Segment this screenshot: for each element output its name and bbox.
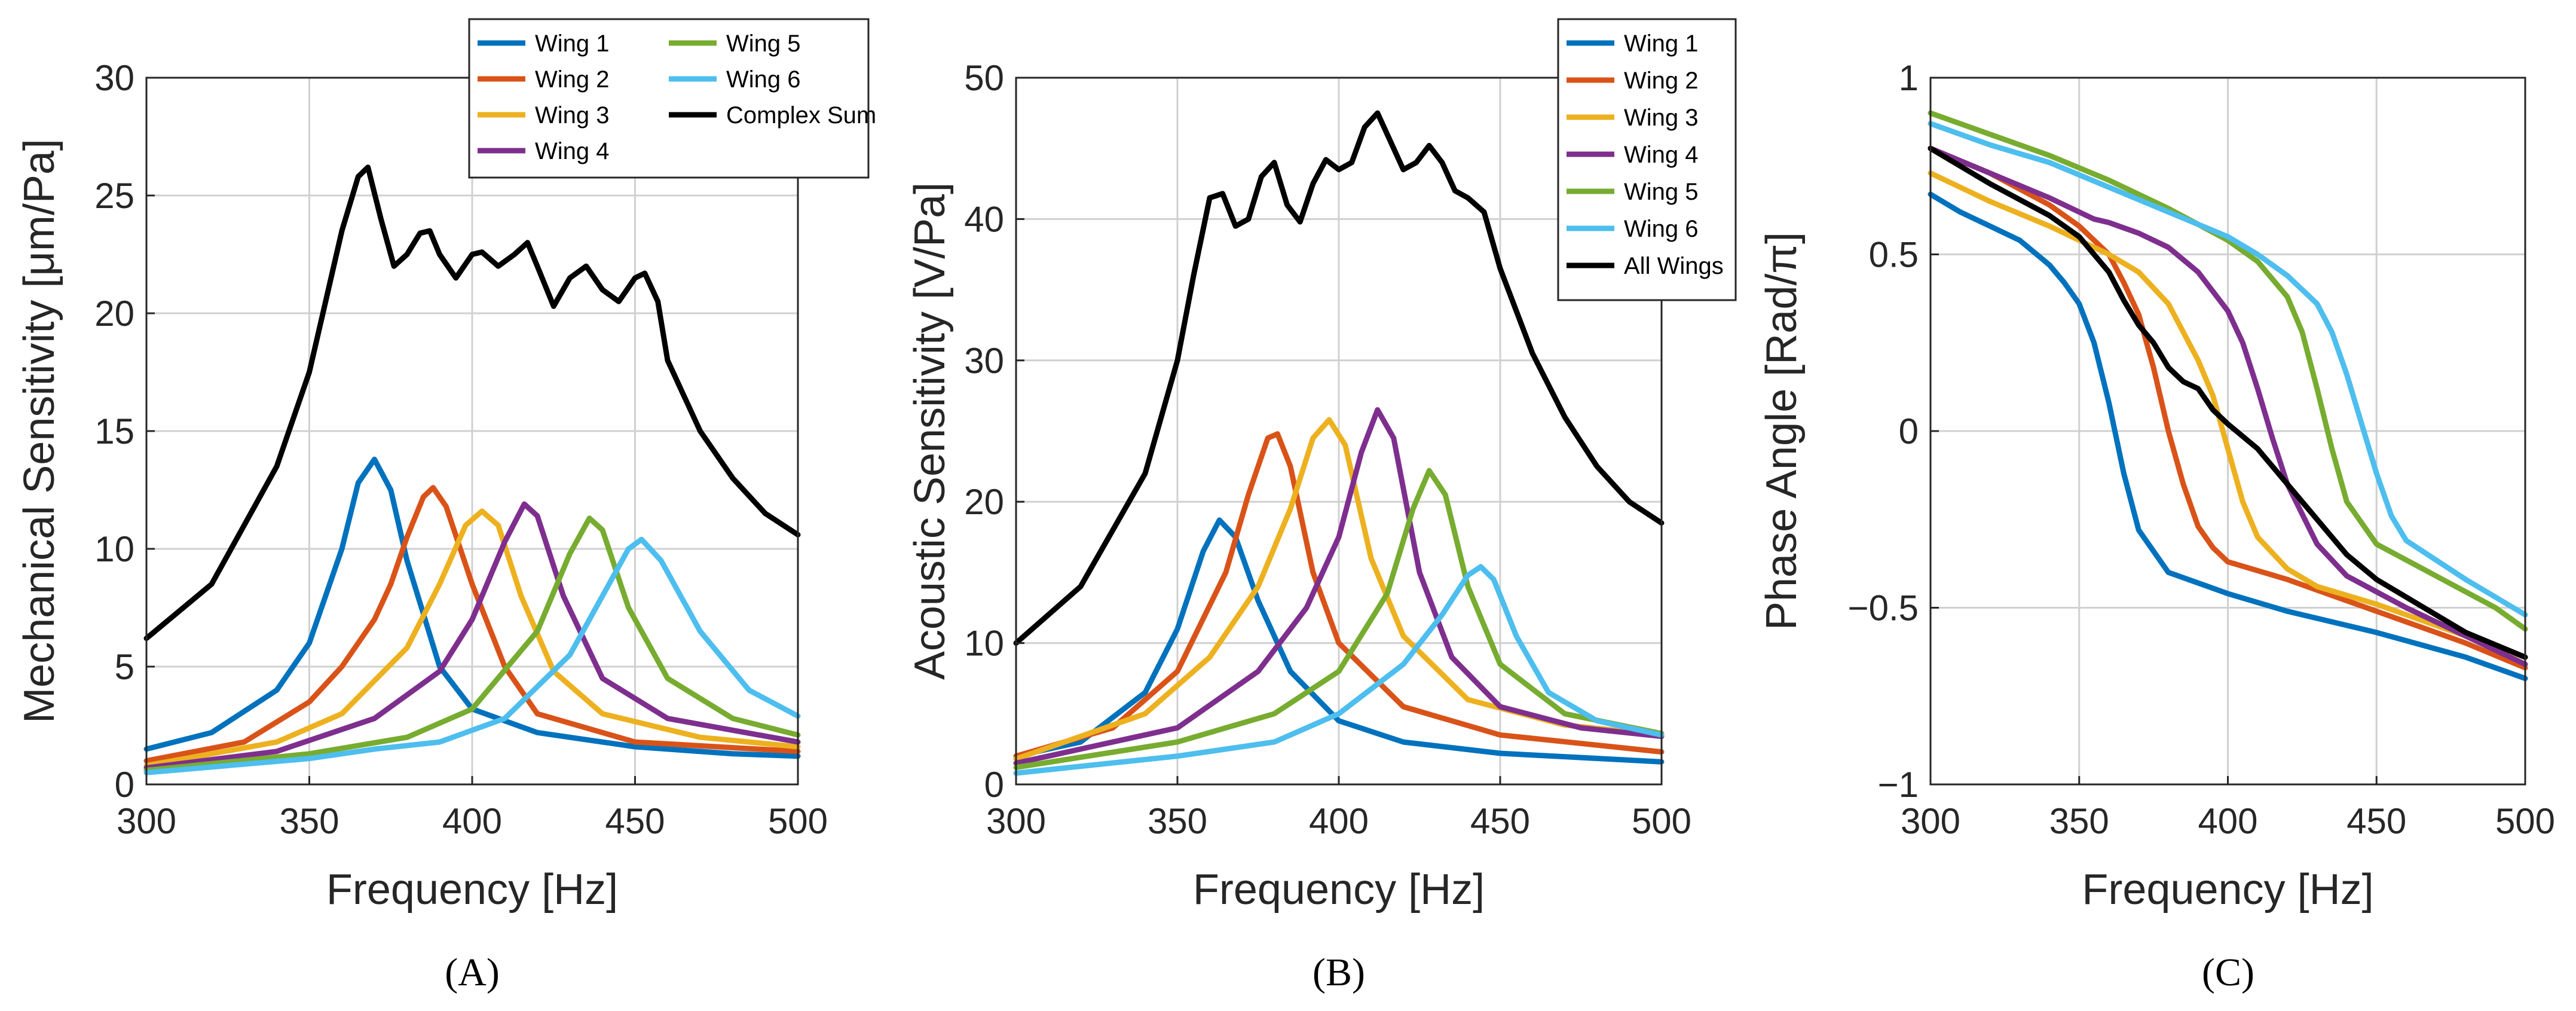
panel-b-y-tick-label: 20 xyxy=(964,482,1004,522)
panel-b-series-wing-4 xyxy=(1013,407,1665,766)
panel-b-legend-label-wing-3: Wing 3 xyxy=(1624,105,1699,131)
panel-c-series-wing-2 xyxy=(1928,145,2528,671)
panel-c-series-wing-4 xyxy=(1928,145,2528,667)
panel-c-y-tick-label: −0.5 xyxy=(1848,588,1919,628)
panel-a-series-wing-6 xyxy=(143,536,801,775)
panel-b-legend: Wing 1 Wing 2 Wing 3 Wing 4 Wing 5 Wing 6 All … xyxy=(1557,18,1737,301)
panel-a-legend: Wing 1 Wing 2 Wing 3 Wing 4 Wing 5 Wing 6 Comp… xyxy=(468,18,876,179)
panel-c-chart: 300 350 400 450 500 −1 −0.5 0 0.5 1 Frequency [Hz]… xyxy=(1758,58,2555,994)
panel-b-y-axis-label: Acoustic Sensitivity [V/Pa] xyxy=(906,182,954,680)
panel-a-x-tick-label: 400 xyxy=(442,801,502,841)
panel-b-legend-label-wing-1: Wing 1 xyxy=(1624,30,1699,57)
panel-a-x-tick-label: 300 xyxy=(117,801,176,841)
panel-b-series-all-wings xyxy=(1013,110,1665,646)
panel-a-y-tick-label: 25 xyxy=(94,176,134,216)
panel-c-x-axis-label: Frequency [Hz] xyxy=(2082,866,2373,914)
panel-b-x-tick-label: 300 xyxy=(986,801,1046,841)
panel-b-series-wing-2 xyxy=(1013,431,1665,759)
panel-b-y-tick-label: 30 xyxy=(964,341,1004,381)
panel-a-series-complex-sum xyxy=(143,164,801,642)
panel-a-chart: 300 350 400 450 500 0 5 10 15 20 25 30 Frequency [Hz… xyxy=(16,18,876,994)
panel-b-legend-label-wing-5: Wing 5 xyxy=(1624,179,1699,205)
panel-c-y-tick-label: 1 xyxy=(1899,58,1919,98)
panel-a-y-axis-label: Mechanical Sensitivity [μm/Pa] xyxy=(16,139,63,723)
panel-b-series-wing-3 xyxy=(1013,417,1665,762)
panel-c-x-tick-label: 400 xyxy=(2198,801,2257,841)
panel-a-y-tick-label: 15 xyxy=(94,411,134,451)
panel-b-legend-label-all-wings: All Wings xyxy=(1624,253,1724,279)
panel-b-y-tick-label: 50 xyxy=(964,58,1004,98)
panel-a-series-wing-1 xyxy=(143,456,801,759)
panel-b-x-tick-label: 350 xyxy=(1148,801,1207,841)
panel-a-y-tick-label: 20 xyxy=(94,294,134,334)
panel-c-x-tick-label: 300 xyxy=(1901,801,1960,841)
panel-b-legend-label-wing-2: Wing 2 xyxy=(1624,68,1699,94)
panel-c-x-tick-label: 450 xyxy=(2346,801,2406,841)
panel-a-x-tick-label: 500 xyxy=(768,801,828,841)
panel-b-legend-box xyxy=(1557,18,1737,301)
panel-a-legend-label-wing-4: Wing 4 xyxy=(535,138,610,164)
panel-a-x-tick-label: 450 xyxy=(605,801,665,841)
panel-c-series-wing-5 xyxy=(1928,110,2528,632)
panel-b-legend-label-wing-4: Wing 4 xyxy=(1624,142,1699,168)
panel-a-series-wing-5 xyxy=(143,515,801,773)
panel-b-x-tick-label: 450 xyxy=(1470,801,1530,841)
panel-a-x-axis-label: Frequency [Hz] xyxy=(326,866,618,914)
panel-a-legend-label-complex-sum: Complex Sum xyxy=(726,102,876,129)
panel-c-series-wing-6 xyxy=(1928,121,2528,618)
panel-c-x-tick-label: 350 xyxy=(2049,801,2109,841)
panel-a-x-tick-label: 350 xyxy=(279,801,339,841)
panel-a-series-wing-3 xyxy=(143,508,801,768)
panel-b-label: (B) xyxy=(1313,951,1365,994)
panel-b-series-wing-5 xyxy=(1013,468,1665,771)
panel-c-y-tick-label: 0.5 xyxy=(1869,235,1919,275)
panel-a-series-wing-4 xyxy=(143,501,801,771)
panel-a-legend-label-wing-5: Wing 5 xyxy=(726,30,801,57)
panel-b-x-tick-label: 500 xyxy=(1632,801,1691,841)
panel-b-y-tick-label: 0 xyxy=(984,765,1004,805)
panel-b-x-axis-label: Frequency [Hz] xyxy=(1193,866,1485,914)
panel-a-y-tick-label: 30 xyxy=(94,58,134,98)
panel-a-legend-label-wing-1: Wing 1 xyxy=(535,30,610,57)
panel-b-legend-label-wing-6: Wing 6 xyxy=(1624,216,1699,242)
panel-b-y-tick-label: 10 xyxy=(964,624,1004,664)
panel-a-label: (A) xyxy=(445,951,500,994)
panel-c-y-tick-label: −1 xyxy=(1878,765,1919,805)
panel-b-series-wing-6 xyxy=(1013,564,1665,776)
panel-c-y-tick-label: 0 xyxy=(1899,411,1919,451)
panel-a-y-tick-label: 5 xyxy=(115,647,134,687)
panel-b-chart: 300 350 400 450 500 0 10 20 30 40 50 Frequency [Hz]… xyxy=(906,18,1737,994)
panel-c-label: (C) xyxy=(2202,951,2254,994)
panel-a-legend-label-wing-3: Wing 3 xyxy=(535,102,610,129)
panel-a-y-tick-label: 10 xyxy=(94,529,134,569)
panel-c-series-all-wings xyxy=(1928,145,2528,660)
panel-c-series-wing-1 xyxy=(1928,191,2528,682)
panel-c-x-tick-label: 500 xyxy=(2495,801,2555,841)
panel-b-x-tick-label: 400 xyxy=(1309,801,1369,841)
panel-c-y-axis-label: Phase Angle [Rad/π] xyxy=(1758,232,1806,630)
panel-a-legend-label-wing-2: Wing 2 xyxy=(535,66,610,93)
panel-a-legend-label-wing-6: Wing 6 xyxy=(726,66,801,93)
panel-a-y-tick-label: 0 xyxy=(115,765,134,805)
panel-b-y-tick-label: 40 xyxy=(964,199,1004,239)
